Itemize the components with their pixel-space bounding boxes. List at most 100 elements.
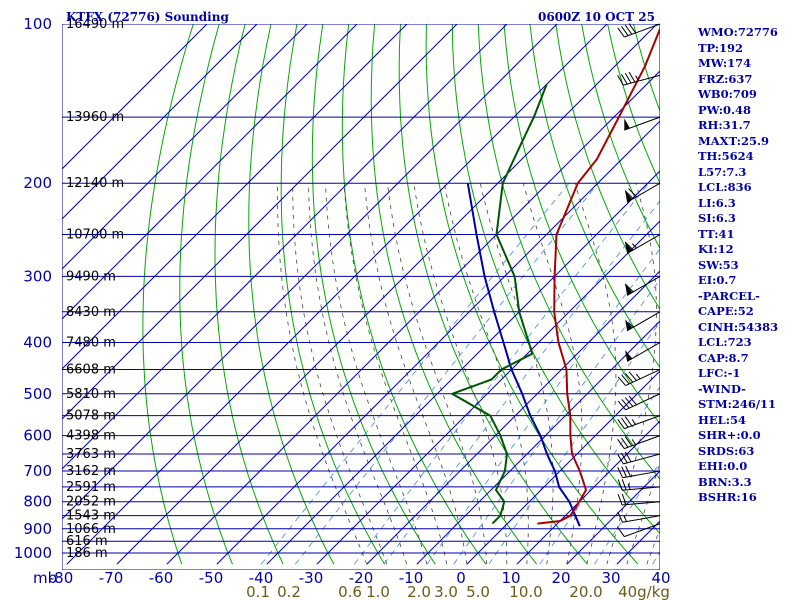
sounding-index-item: TP:192 — [698, 40, 744, 55]
wind-barb-staff — [625, 369, 661, 387]
height-label: 9490 m — [66, 269, 116, 284]
isotherm — [62, 24, 208, 170]
wind-barb-half-feather — [628, 322, 634, 328]
wind-barb-staff — [624, 435, 661, 450]
wind-barb-feather — [620, 73, 628, 85]
wind-barb-feather — [621, 493, 627, 505]
temperature-tick-label: -60 — [149, 569, 174, 587]
height-label: 10700 m — [66, 228, 124, 243]
wind-barb-feather — [617, 494, 623, 506]
dry-adiabat — [370, 24, 538, 565]
wind-barb — [617, 523, 661, 538]
moist-adiabat — [292, 183, 388, 565]
wind-barb-feather — [628, 71, 636, 83]
mixing-ratio-line — [353, 182, 649, 565]
sounding-index-item: MAXT:25.9 — [698, 133, 769, 148]
mixing-ratio-label: 40g/kg — [618, 583, 670, 600]
wind-barb-staff — [624, 23, 661, 38]
sounding-index-item: BRN:3.3 — [698, 474, 752, 489]
wind-barb-feather — [621, 417, 629, 428]
wind-barb-feather — [617, 400, 626, 411]
sounding-index-item: BSHR:16 — [698, 490, 757, 504]
wind-barb-staff — [622, 515, 661, 523]
temperature-tick-label: -50 — [199, 569, 224, 587]
wind-barb-feather — [617, 376, 626, 386]
dry-adiabat — [503, 24, 660, 425]
wind-barb-feather — [621, 466, 627, 478]
height-label: 3763 m — [66, 447, 116, 462]
wind-barb — [617, 511, 661, 523]
height-label: 5810 m — [66, 387, 116, 402]
moist-adiabat — [606, 183, 657, 565]
wind-barb-staff — [624, 523, 661, 538]
dry-adiabat — [214, 24, 284, 565]
moist-adiabat — [343, 183, 448, 565]
wind-barb-feather — [621, 399, 630, 409]
wind-barb — [624, 234, 661, 254]
sounding-index-item: WMO:72776 — [698, 25, 778, 39]
height-label: 616 m — [66, 534, 108, 549]
wind-barb — [617, 451, 661, 465]
dry-adiabat — [248, 24, 335, 565]
pressure-tick-label: 900 — [23, 520, 52, 538]
wind-barb-staff — [623, 74, 661, 86]
chart-title-left: KTFX (72776) Sounding — [66, 10, 229, 24]
height-label: 2052 m — [66, 495, 116, 510]
wind-barb-feather — [628, 188, 637, 198]
wind-barb-staff — [625, 393, 661, 411]
pressure-tick-label: 500 — [23, 385, 52, 403]
isotherm — [116, 24, 658, 565]
moist-adiabat — [308, 183, 408, 565]
mixing-ratio-label: 0.6 — [338, 583, 362, 600]
sounding-index-item: LI:6.3 — [698, 195, 736, 210]
isotherm — [62, 24, 558, 520]
isotherm — [566, 470, 660, 565]
mixing-ratio-line — [260, 182, 570, 565]
wind-barb-feather — [621, 437, 629, 448]
height-label: 5078 m — [66, 409, 116, 424]
wind-barb — [624, 116, 661, 131]
sounding-index-item: LFC:-1 — [698, 366, 741, 380]
isotherm — [62, 24, 258, 220]
wind-barb-staff — [626, 275, 661, 296]
wind-barb-staff — [626, 342, 661, 362]
wind-barb-feather — [628, 395, 637, 406]
wind-barb-pennant — [625, 319, 633, 331]
isotherm — [62, 24, 458, 420]
dry-adiabat — [555, 24, 660, 311]
wind-barb — [617, 479, 661, 491]
mixing-ratio-line — [383, 200, 660, 565]
moist-adiabat — [277, 183, 368, 565]
wind-barb — [624, 275, 661, 296]
mixing-ratio-line — [539, 386, 660, 565]
sounding-index-item: HEL:54 — [698, 412, 746, 427]
wind-barb-staff — [622, 470, 661, 479]
wind-barb-half-feather — [635, 373, 641, 380]
moist-adiabat — [574, 183, 617, 565]
wind-barb-staff — [624, 116, 661, 131]
height-label: 7480 m — [66, 336, 116, 351]
sounding-index-item: L57:7.3 — [698, 164, 747, 179]
sounding-index-item: MW:174 — [698, 56, 752, 70]
pressure-tick-label: 600 — [23, 427, 52, 445]
wind-barb-staff — [622, 501, 661, 506]
wind-barb-feather — [617, 27, 625, 38]
isotherm — [62, 24, 308, 270]
wind-barb-staff — [626, 182, 661, 203]
wind-barb-half-feather — [627, 483, 631, 490]
sounding-index-item: PW:0.48 — [698, 102, 752, 117]
mixing-ratio-label: 10.0 — [509, 583, 542, 600]
height-label: 12140 m — [66, 176, 124, 191]
isotherm — [266, 170, 660, 565]
dewpoint-line — [449, 83, 548, 525]
wind-barb-pennant — [625, 283, 633, 296]
wind-barb-feather — [617, 419, 625, 429]
sounding-index-item: RH:31.7 — [698, 118, 751, 132]
wind-barb-pennant — [625, 350, 633, 362]
pressure-tick-label: 700 — [23, 462, 52, 480]
isotherm — [416, 320, 660, 565]
wind-barb-feather — [624, 451, 632, 463]
height-label: 8430 m — [66, 305, 116, 320]
moist-adiabat — [364, 183, 468, 565]
